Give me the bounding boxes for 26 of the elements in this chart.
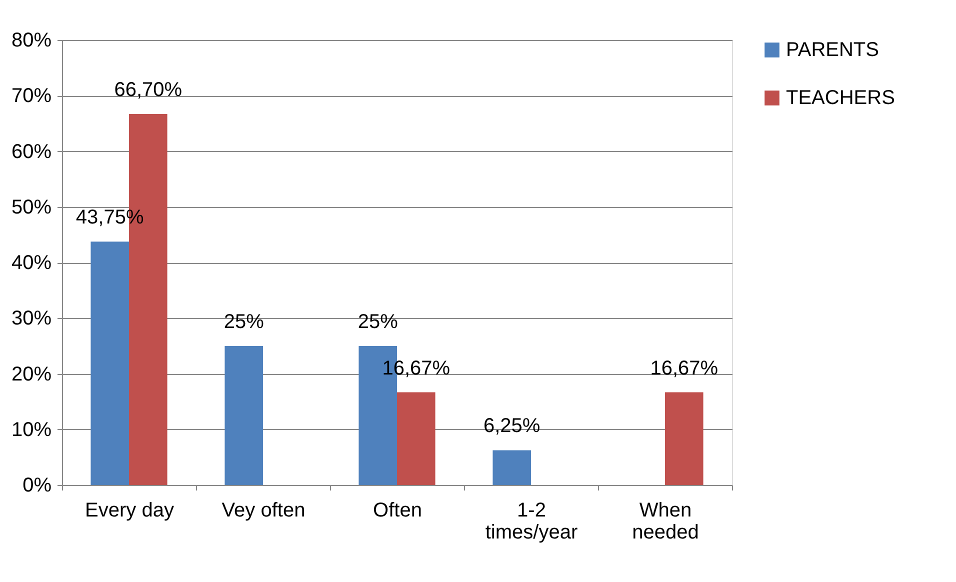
y-tick-label: 70% [11, 85, 52, 108]
y-tick-label: 80% [11, 30, 52, 52]
data-label: 6,25% [484, 415, 540, 438]
y-tick-label: 20% [11, 363, 52, 386]
bar [224, 346, 263, 485]
bar [90, 242, 129, 485]
y-tick-label: 10% [11, 418, 52, 441]
x-tick-label: Vey often [222, 500, 306, 522]
bar [665, 392, 704, 485]
y-tick-label: 0% [22, 474, 52, 496]
bar [397, 392, 436, 485]
x-tick-label: Every day [85, 500, 174, 522]
legend-label: TEACHERS [786, 87, 895, 109]
legend-label: PARENTS [786, 39, 879, 61]
y-tick-label: 40% [11, 252, 52, 274]
x-tick-label: When needed [632, 500, 699, 544]
bar [492, 450, 531, 485]
x-tick-label: 1-2 times/year [485, 500, 578, 544]
data-label: 66,70% [114, 78, 182, 101]
data-label: 25% [224, 310, 264, 333]
data-label: 25% [358, 310, 398, 333]
y-tick-label: 60% [11, 140, 52, 163]
y-tick-label: 50% [11, 196, 52, 218]
data-label: 16,67% [650, 357, 718, 380]
y-tick-label: 30% [11, 308, 52, 330]
x-tick-label: Often [373, 500, 422, 522]
